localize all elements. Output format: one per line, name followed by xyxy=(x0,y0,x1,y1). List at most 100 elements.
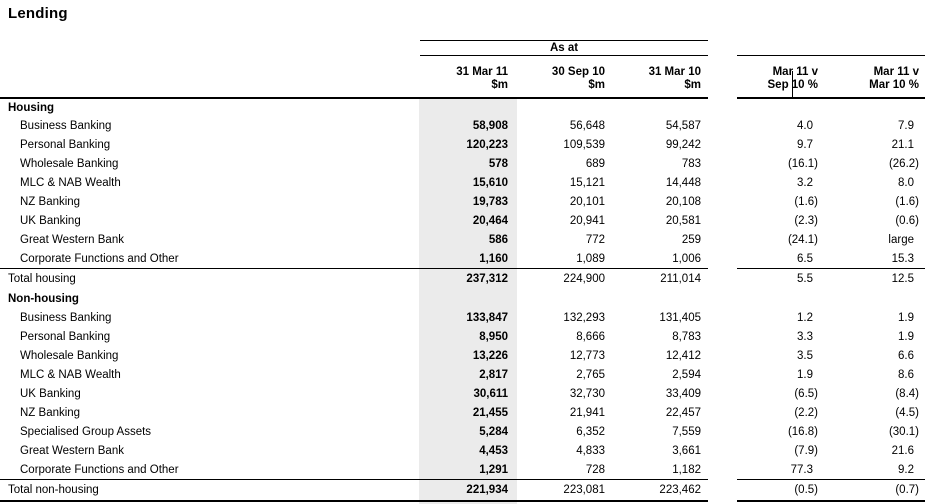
column-gap xyxy=(708,404,737,423)
cell-31mar10: 33,409 xyxy=(665,388,701,400)
column-gap xyxy=(708,117,737,136)
table-row: Personal Banking 120,223 109,539 99,242 … xyxy=(0,136,934,155)
table-row: UK Banking 20,464 20,941 20,581 (2.3) (0… xyxy=(0,212,934,231)
column-gap xyxy=(708,366,737,385)
cell-chg-vs-mar10: (30.1) xyxy=(888,426,919,438)
cell-31mar11: 1,160 xyxy=(479,252,508,265)
column-header-chg-vs-sep10: Mar 11 v Sep 10 % xyxy=(737,55,824,99)
cell-chg-vs-mar10: (8.4) xyxy=(895,388,919,400)
cell-chg-vs-sep10: (0.5) xyxy=(737,479,824,502)
row-spacer xyxy=(925,155,934,174)
cell-30sep10: 56,648 xyxy=(569,120,605,132)
row-spacer xyxy=(925,461,934,480)
table-row: MLC & NAB Wealth 2,817 2,765 2,594 1.9 8… xyxy=(0,366,934,385)
cell-chg-vs-sep10: 77.3 xyxy=(790,463,813,476)
table-row: Business Banking 58,908 56,648 54,587 4.… xyxy=(0,117,934,136)
table-row: MLC & NAB Wealth 15,610 15,121 14,448 3.… xyxy=(0,174,934,193)
column-header-row: 31 Mar 11 $m 30 Sep 10 $m 31 Mar 10 $m M… xyxy=(0,55,934,99)
cell-chg-vs-sep10 xyxy=(737,290,824,309)
cell-31mar11: 20,464 xyxy=(472,215,508,227)
cell-31mar11: 1,291 xyxy=(479,463,508,476)
cell-chg-vs-sep10: (16.8) xyxy=(787,426,818,438)
column-header-chg-vs-mar10: Mar 11 v Mar 10 % xyxy=(824,55,925,99)
cell-31mar10: 7,559 xyxy=(672,426,701,438)
cell-chg-vs-mar10: (26.2) xyxy=(888,158,919,170)
row-label: Corporate Functions and Other xyxy=(20,463,179,476)
text-cursor xyxy=(792,71,793,97)
cell-chg-vs-mar10: 8.6 xyxy=(898,369,914,381)
row-spacer xyxy=(925,212,934,231)
row-spacer xyxy=(925,269,934,290)
cell-chg-vs-mar10 xyxy=(824,290,925,309)
table-row: Specialised Group Assets 5,284 6,352 7,5… xyxy=(0,423,934,442)
cell-31mar11: 8,950 xyxy=(479,331,508,343)
cell-30sep10: 6,352 xyxy=(576,426,605,438)
cell-31mar10 xyxy=(612,290,708,309)
cell-31mar11: 15,610 xyxy=(472,177,508,189)
cell-31mar11: 133,847 xyxy=(466,312,508,324)
table-row: Corporate Functions and Other 1,160 1,08… xyxy=(0,250,934,269)
cell-chg-vs-mar10: (1.6) xyxy=(895,196,919,208)
as-at-header: As at xyxy=(420,40,708,56)
cell-31mar11: 13,226 xyxy=(472,350,508,362)
cell-chg-vs-sep10: (16.1) xyxy=(787,158,818,170)
table-row: Non-housing xyxy=(0,290,934,309)
header-spacer xyxy=(0,41,420,56)
cell-chg-vs-mar10: 21.6 xyxy=(891,445,914,457)
row-spacer xyxy=(925,193,934,212)
table-row: Personal Banking 8,950 8,666 8,783 3.3 1… xyxy=(0,328,934,347)
cell-chg-vs-sep10: 9.7 xyxy=(797,139,813,151)
row-spacer xyxy=(925,385,934,404)
cell-31mar10 xyxy=(612,98,708,117)
row-spacer xyxy=(925,480,934,501)
cell-30sep10: 772 xyxy=(585,234,605,246)
cell-chg-vs-sep10: 3.3 xyxy=(797,331,813,343)
cell-30sep10: 21,941 xyxy=(569,407,605,419)
column-gap xyxy=(708,155,737,174)
column-header-31mar11: 31 Mar 11 $m xyxy=(420,55,517,99)
row-spacer xyxy=(925,404,934,423)
cell-31mar10: 1,006 xyxy=(672,252,701,265)
row-spacer xyxy=(925,250,934,269)
cell-chg-vs-sep10: (2.2) xyxy=(794,407,818,419)
row-spacer xyxy=(925,98,934,117)
change-header-rule xyxy=(737,40,925,56)
cell-30sep10: 224,900 xyxy=(517,268,612,290)
cell-31mar10: 259 xyxy=(681,234,701,246)
row-label: NZ Banking xyxy=(20,407,81,419)
cell-31mar11 xyxy=(420,290,517,309)
cell-31mar11 xyxy=(420,98,517,117)
column-gap xyxy=(708,212,737,231)
cell-chg-vs-sep10: (2.3) xyxy=(794,215,818,227)
row-label: Business Banking xyxy=(20,120,112,132)
cell-chg-vs-mar10: 15.3 xyxy=(891,252,914,265)
row-label: Corporate Functions and Other xyxy=(20,252,179,265)
cell-chg-vs-mar10: 6.6 xyxy=(898,350,914,362)
cell-chg-vs-sep10: 3.5 xyxy=(797,350,813,362)
column-gap xyxy=(708,480,737,501)
cell-31mar10: 1,182 xyxy=(672,463,701,476)
cell-chg-vs-sep10: (24.1) xyxy=(787,234,818,246)
cell-30sep10: 8,666 xyxy=(576,331,605,343)
cell-31mar10: 54,587 xyxy=(665,120,701,132)
cell-30sep10: 223,081 xyxy=(517,479,612,502)
group-header-row: As at xyxy=(0,40,934,56)
cell-30sep10: 109,539 xyxy=(563,139,605,151)
cell-chg-vs-mar10: 8.0 xyxy=(898,177,914,189)
cell-31mar10: 131,405 xyxy=(659,312,701,324)
cell-chg-vs-mar10: 21.1 xyxy=(891,139,914,151)
table-row: Total non-housing 221,934 223,081 223,46… xyxy=(0,479,934,502)
column-gap xyxy=(708,174,737,193)
cell-31mar10: 12,412 xyxy=(665,350,701,362)
cell-chg-vs-sep10 xyxy=(737,98,824,117)
header-spacer xyxy=(925,56,934,98)
cell-31mar10: 20,108 xyxy=(665,196,701,208)
lending-table: As at 31 Mar 11 $m 30 Sep 10 $m 31 Mar 1… xyxy=(0,40,934,502)
row-label: Total housing xyxy=(0,268,420,290)
table-row: Great Western Bank 4,453 4,833 3,661 (7.… xyxy=(0,442,934,461)
row-spacer xyxy=(925,366,934,385)
cell-chg-vs-mar10 xyxy=(824,98,925,117)
column-gap xyxy=(708,309,737,328)
cell-31mar11: 586 xyxy=(488,234,508,246)
cell-chg-vs-sep10: (1.6) xyxy=(794,196,818,208)
